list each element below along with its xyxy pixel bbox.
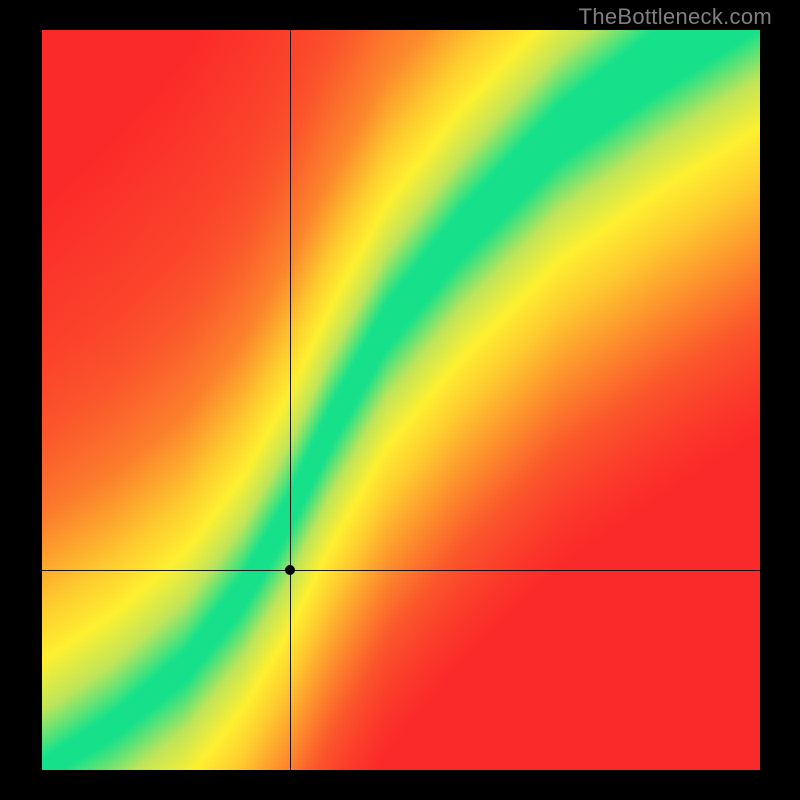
crosshair-horizontal	[42, 570, 760, 571]
chart-container	[42, 30, 760, 770]
watermark-text: TheBottleneck.com	[579, 4, 772, 30]
marker-dot	[285, 565, 295, 575]
heatmap-canvas	[42, 30, 760, 770]
crosshair-vertical	[290, 30, 291, 770]
